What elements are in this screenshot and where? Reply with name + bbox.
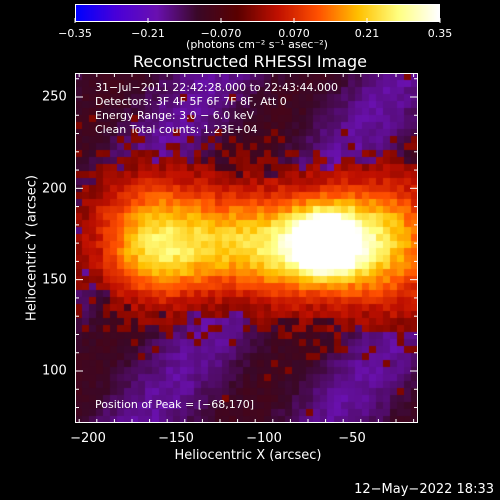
reconstructed-image <box>75 73 418 423</box>
colorbar-tick-label: 0.21 <box>354 27 380 40</box>
info-detectors: Detectors: 3F 4F 5F 6F 7F 8F, Att 0 <box>95 95 287 108</box>
timestamp: 12−May−2022 18:33 <box>354 482 494 497</box>
y-tick-label: 250 <box>42 89 67 105</box>
info-time-range: 31−Jul−2011 22:42:28.000 to 22:43:44.000 <box>95 81 339 94</box>
info-energy-range: Energy Range: 3.0 − 6.0 keV <box>95 109 255 122</box>
x-tick-label: −150 <box>158 431 194 446</box>
colorbar-tick-label: −0.070 <box>200 27 242 40</box>
colorbar-units: (photons cm⁻² s⁻¹ asec⁻²) <box>186 38 328 51</box>
image-plot-area <box>75 73 418 423</box>
colorbar-tick-label: 0.35 <box>427 27 453 40</box>
colorbar-ticks <box>74 18 441 23</box>
x-tick-label: −200 <box>70 431 106 446</box>
colorbar-tick-label: −0.35 <box>58 27 92 40</box>
y-tick-label: 150 <box>42 272 67 288</box>
colorbar <box>75 4 440 22</box>
peak-position: Position of Peak = [−68,170] <box>95 398 255 411</box>
info-clean-counts: Clean Total counts: 1.23E+04 <box>95 123 258 136</box>
x-axis-label: Heliocentric X (arcsec) <box>174 448 322 463</box>
image-title: Reconstructed RHESSI Image <box>133 52 367 71</box>
y-tick-label: 100 <box>42 363 67 379</box>
x-tick-label: −50 <box>338 431 366 446</box>
colorbar-tick-label: 0.070 <box>278 27 310 40</box>
y-axis-label: Heliocentric Y (arcsec) <box>24 175 40 321</box>
y-tick-label: 200 <box>42 181 67 197</box>
colorbar-tick-label: −0.21 <box>131 27 165 40</box>
x-tick-label: −100 <box>246 431 282 446</box>
